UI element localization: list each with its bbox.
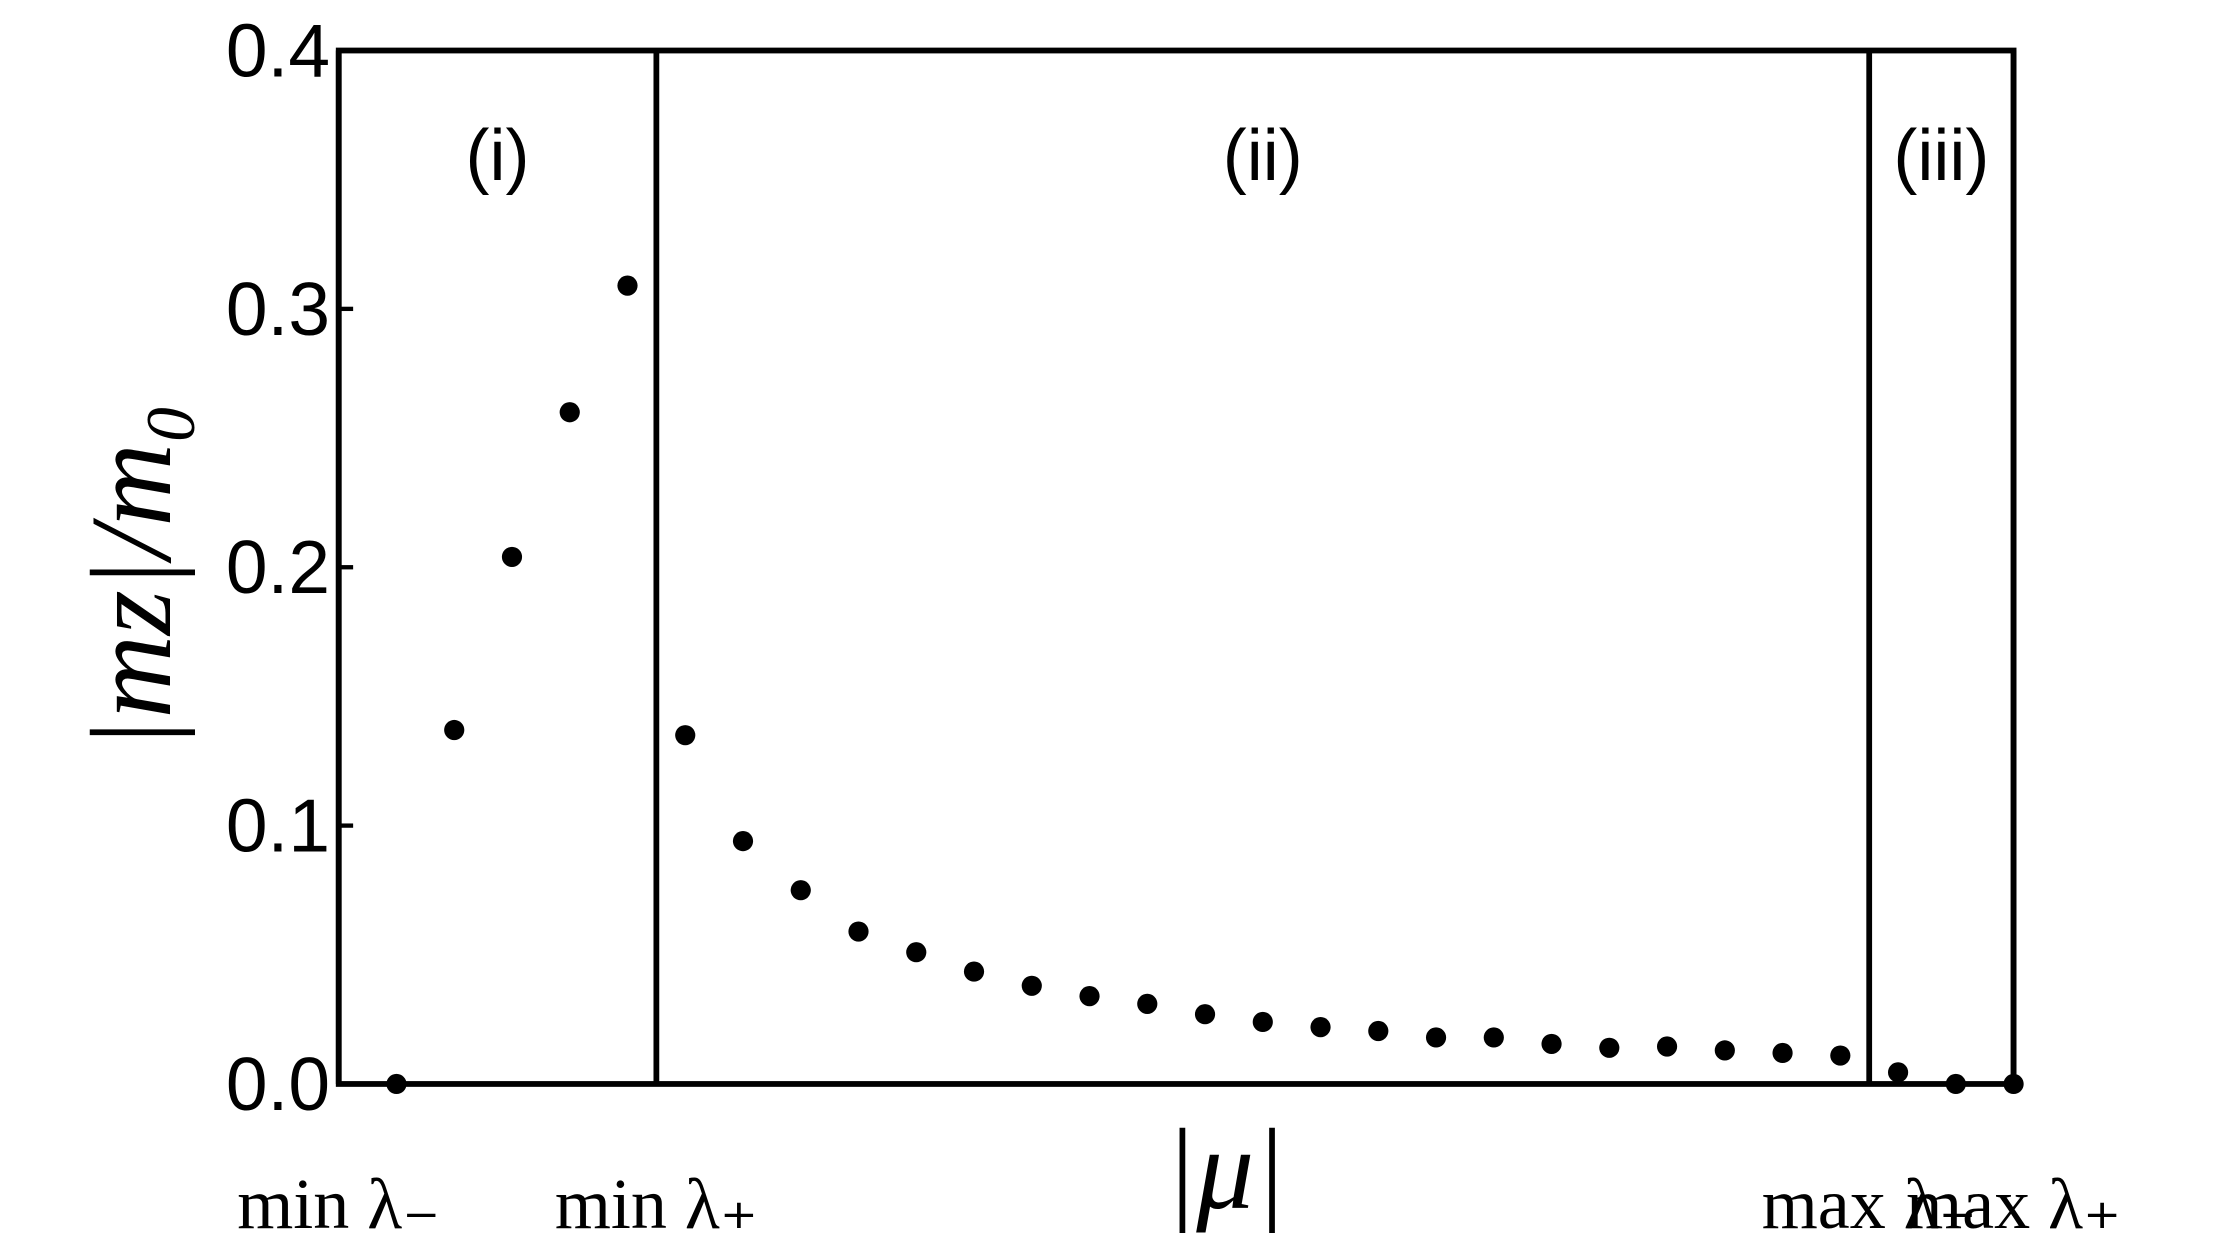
data-point (1079, 986, 1100, 1007)
data-point (1252, 1011, 1273, 1033)
region-label: (iii) (1893, 116, 1989, 196)
x-tick-label: max λ₊ (1906, 1164, 2121, 1244)
plot-frame (335, 47, 2017, 1087)
data-point (2003, 1073, 2024, 1095)
y-axis-label: |mz|/m₀ (67, 403, 195, 750)
y-tick-label: 0.1 (226, 784, 330, 868)
y-tick-label: 0.3 (226, 267, 330, 351)
y-tick-label: 0.4 (226, 8, 330, 92)
data-point (501, 546, 523, 567)
data-point (1310, 1017, 1331, 1038)
x-axis-label: |μ| (1165, 1105, 1286, 1233)
data-point (1887, 1062, 1909, 1083)
data-point (444, 719, 465, 741)
y-tick-label: 0.0 (226, 1042, 330, 1126)
data-point (1541, 1033, 1562, 1055)
data-point (1483, 1027, 1504, 1048)
data-point (732, 831, 754, 852)
data-point (1656, 1036, 1678, 1057)
x-tick-label: min λ₋ (237, 1164, 440, 1244)
region-label: (ii) (1223, 116, 1303, 196)
data-point (617, 275, 638, 296)
data-point (1599, 1037, 1620, 1058)
data-point (963, 961, 985, 982)
data-point (1830, 1045, 1851, 1066)
data-point (1425, 1027, 1447, 1048)
data-point (1194, 1004, 1216, 1025)
data-point (559, 402, 580, 423)
data-point (675, 725, 696, 746)
x-tick-label: max λ₋ (1762, 1164, 1977, 1244)
y-tick-label: 0.2 (226, 525, 330, 609)
region-label: (i) (466, 116, 530, 196)
data-point (1137, 993, 1158, 1014)
data-point (386, 1073, 407, 1095)
data-point (848, 921, 869, 942)
data-point (1714, 1040, 1735, 1061)
data-point (1945, 1073, 1966, 1095)
x-tick-label: min λ₊ (555, 1164, 758, 1244)
data-point (1021, 975, 1042, 996)
data-point (790, 880, 811, 901)
data-point (1772, 1042, 1793, 1064)
data-point (1368, 1020, 1389, 1042)
data-point (906, 942, 927, 963)
